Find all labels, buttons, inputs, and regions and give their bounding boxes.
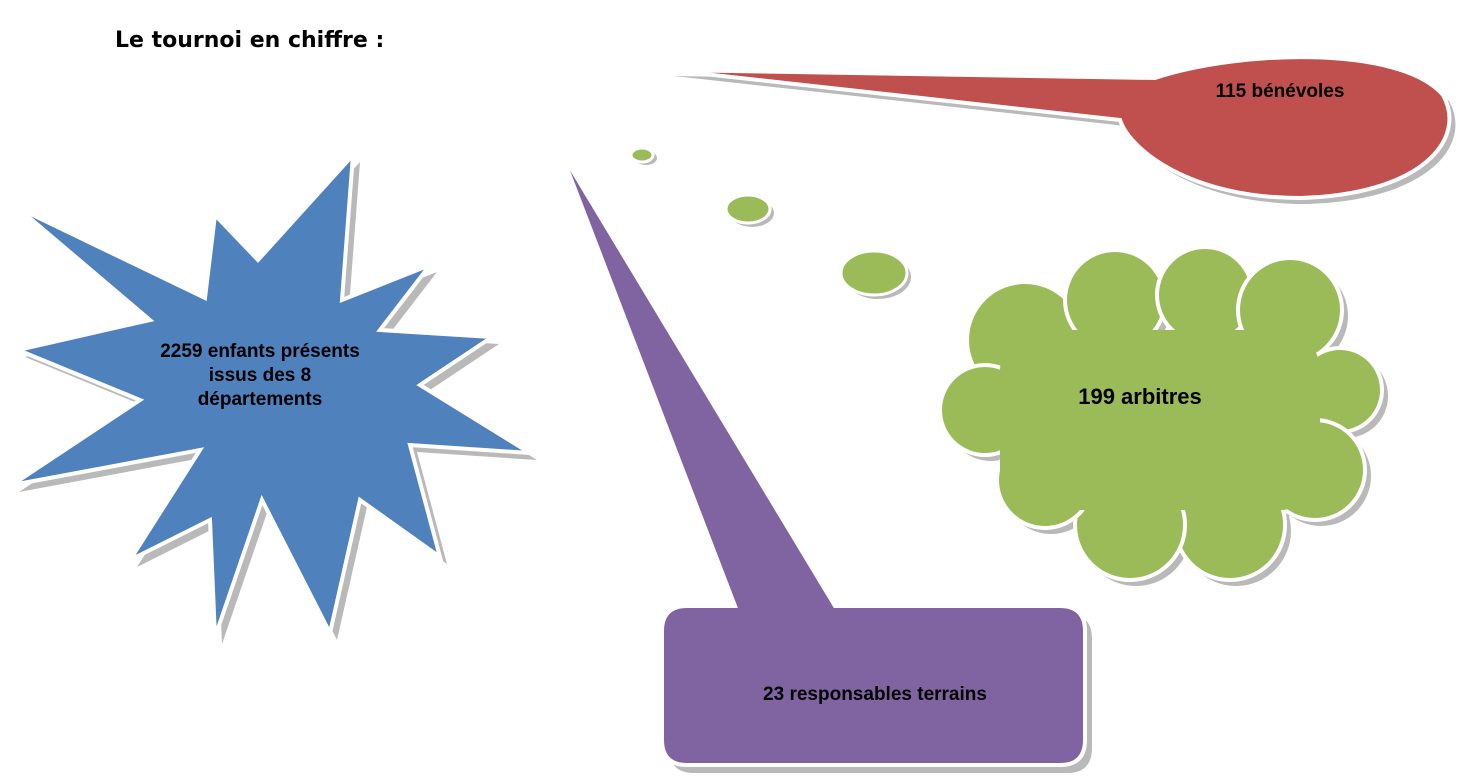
enfants-label: 2259 enfants présents issus des 8 départ… — [120, 340, 400, 412]
enfants-label-line-3: départements — [197, 389, 323, 410]
thought-dots — [629, 146, 911, 299]
responsables-callout — [558, 148, 1092, 773]
arbitres-cloud — [938, 245, 1388, 586]
page-title: Le tournoi en chiffre : — [115, 28, 385, 53]
enfants-label-line-1: 2259 enfants présents — [160, 341, 360, 362]
enfants-label-line-2: issus des 8 — [208, 365, 312, 386]
arbitres-label: 199 arbitres — [1078, 384, 1202, 409]
benevoles-label: 115 bénévoles — [1215, 81, 1345, 102]
enfants-star — [10, 149, 537, 644]
benevoles-callout — [667, 55, 1456, 204]
responsables-label: 23 responsables terrains — [763, 684, 987, 705]
